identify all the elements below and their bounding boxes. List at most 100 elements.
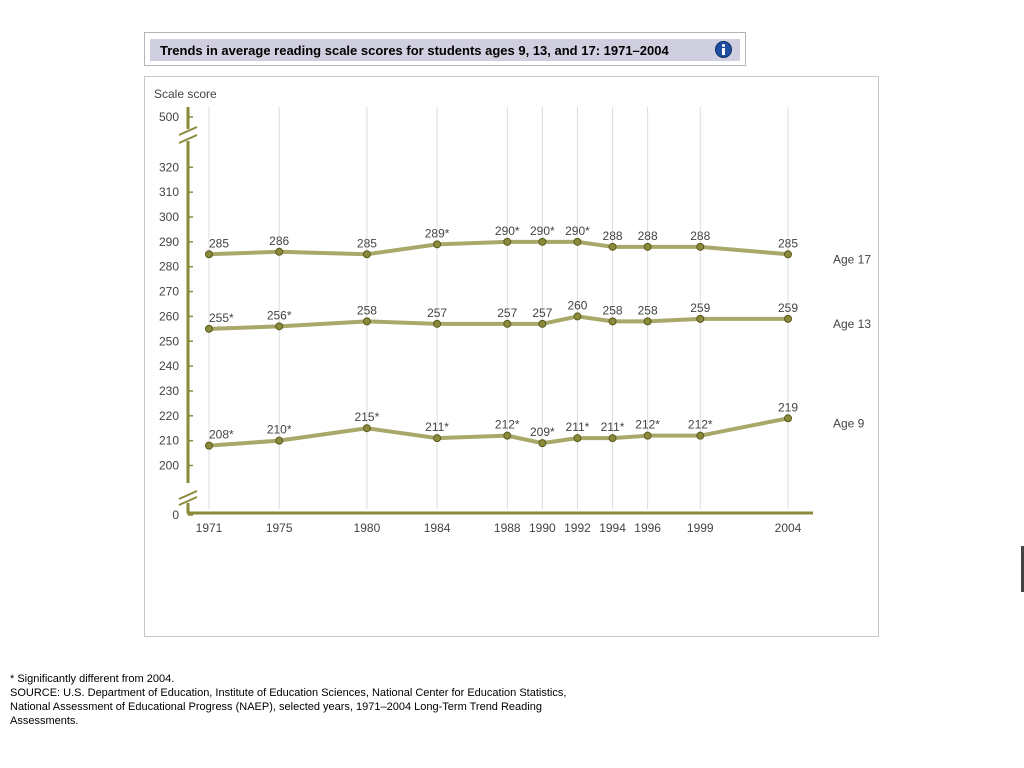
y-tick-label-280: 280: [159, 260, 179, 274]
data-point-age-17-2004: [784, 250, 792, 259]
data-point-age-13-1988: [503, 319, 512, 328]
data-point-age-9-1996: [643, 431, 652, 440]
data-point-age-17-1988: [503, 237, 512, 246]
y-tick-label-500: 500: [159, 110, 179, 124]
data-label-age-17-2004: 285: [778, 236, 798, 250]
data-point-age-17-1984: [433, 240, 442, 249]
data-label-age-9-1975: 210*: [267, 423, 292, 437]
data-point-age-9-1988: [503, 431, 512, 440]
series-name-age-17: Age 17: [833, 252, 871, 266]
data-label-age-9-1971: 208*: [209, 428, 234, 442]
axis-break-lower-a: [178, 490, 198, 500]
data-label-age-13-1988: 257: [497, 306, 517, 320]
source-note-line-3: Assessments.: [10, 715, 79, 727]
data-label-age-9-1996: 212*: [635, 418, 660, 432]
data-label-age-9-1994: 211*: [601, 420, 625, 434]
data-label-age-17-1990: 290*: [530, 224, 555, 238]
reading-scores-chart: Scale score 0 200 210 220 230 240 250 260 270 280 2…: [154, 87, 871, 535]
x-tick-label-1994: 1994: [599, 521, 626, 535]
x-tick-label-1988: 1988: [494, 521, 521, 535]
y-tick-label-270: 270: [159, 285, 179, 299]
data-label-age-17-1996: 288: [638, 229, 658, 243]
data-label-age-13-1999: 259: [690, 301, 710, 315]
data-label-age-17-1988: 290*: [495, 224, 520, 238]
data-point-age-9-1971: [205, 441, 213, 450]
data-point-age-13-1994: [608, 317, 617, 326]
data-point-age-17-1990: [538, 237, 547, 246]
y-tick-label-210: 210: [159, 434, 179, 448]
data-point-age-9-1994: [608, 434, 617, 443]
x-tick-label-2004: 2004: [775, 521, 802, 535]
axis-break-lower-b: [178, 496, 198, 506]
data-point-age-9-1975: [275, 436, 284, 445]
data-label-age-9-1999: 212*: [688, 418, 713, 432]
data-label-age-9-1992: 211*: [566, 420, 590, 434]
significance-note: * Significantly different from 2004.: [10, 673, 175, 685]
data-label-age-9-2004: 219: [778, 400, 798, 414]
axis-break-upper-b: [178, 134, 198, 144]
x-tick-label-1992: 1992: [564, 521, 591, 535]
data-label-age-13-2004: 259: [778, 301, 798, 315]
data-point-age-13-1980: [362, 317, 371, 326]
data-label-age-17-1984: 289*: [425, 226, 450, 240]
y-tick-label-220: 220: [159, 409, 179, 423]
chart-frame: Scale score 0 200 210 220 230 240 250 260 270 280 2…: [144, 76, 879, 637]
x-tick-label-1971: 1971: [196, 521, 223, 535]
y-tick-label-200: 200: [159, 459, 179, 473]
data-label-age-13-1984: 257: [427, 306, 447, 320]
data-point-age-13-1971: [205, 324, 213, 333]
data-point-age-17-1980: [362, 250, 371, 259]
data-label-age-13-1980: 258: [357, 303, 377, 317]
y-tick-label-240: 240: [159, 359, 179, 373]
y-axis-label: Scale score: [154, 87, 217, 101]
data-point-age-9-1984: [433, 434, 442, 443]
y-tick-label-250: 250: [159, 334, 179, 348]
y-tick-label-230: 230: [159, 384, 179, 398]
data-point-age-17-1992: [573, 237, 582, 246]
data-point-age-9-1990: [538, 439, 547, 448]
data-label-age-17-1975: 286: [269, 234, 289, 248]
data-label-age-13-1994: 258: [603, 303, 623, 317]
y-tick-label-310: 310: [159, 185, 179, 199]
data-label-age-13-1996: 258: [638, 303, 658, 317]
y-tick-label-0: 0: [172, 508, 179, 522]
source-note-line-1: SOURCE: U.S. Department of Education, In…: [10, 687, 567, 699]
source-note-line-2: National Assessment of Educational Progr…: [10, 701, 542, 713]
x-tick-label-1984: 1984: [424, 521, 451, 535]
y-tick-label-320: 320: [159, 160, 179, 174]
data-point-age-17-1996: [643, 242, 652, 251]
data-label-age-17-1971: 285: [209, 236, 229, 250]
data-label-age-13-1975: 256*: [267, 308, 292, 322]
data-point-age-9-1999: [696, 431, 705, 440]
data-point-age-13-1999: [696, 314, 705, 323]
data-point-age-13-2004: [784, 314, 792, 323]
data-point-age-13-1992: [573, 312, 582, 321]
data-point-age-9-1980: [362, 424, 371, 433]
chart-title-box: Trends in average reading scale scores f…: [144, 32, 746, 66]
data-label-age-9-1984: 211*: [425, 420, 449, 434]
x-tick-label-1975: 1975: [266, 521, 293, 535]
x-tick-label-1999: 1999: [687, 521, 714, 535]
info-icon[interactable]: [715, 41, 732, 58]
data-label-age-17-1992: 290*: [565, 224, 590, 238]
series-name-age-9: Age 9: [833, 416, 865, 430]
edge-scrollbar-fragment: [1021, 546, 1024, 592]
data-point-age-13-1996: [643, 317, 652, 326]
data-point-age-13-1984: [433, 319, 442, 328]
data-point-age-17-1971: [205, 250, 213, 259]
data-point-age-9-1992: [573, 434, 582, 443]
data-point-age-9-2004: [784, 414, 792, 423]
x-tick-label-1996: 1996: [634, 521, 661, 535]
x-tick-label-1980: 1980: [354, 521, 381, 535]
y-tick-label-260: 260: [159, 309, 179, 323]
data-point-age-17-1994: [608, 242, 617, 251]
data-point-age-17-1975: [275, 247, 284, 256]
data-label-age-13-1992: 260: [567, 298, 587, 312]
data-label-age-9-1990: 209*: [530, 425, 555, 439]
chart-title-bar: Trends in average reading scale scores f…: [150, 39, 740, 61]
y-tick-label-290: 290: [159, 235, 179, 249]
data-point-age-17-1999: [696, 242, 705, 251]
data-label-age-17-1980: 285: [357, 236, 377, 250]
footnotes: * Significantly different from 2004. SOU…: [10, 672, 610, 728]
data-label-age-9-1988: 212*: [495, 418, 520, 432]
